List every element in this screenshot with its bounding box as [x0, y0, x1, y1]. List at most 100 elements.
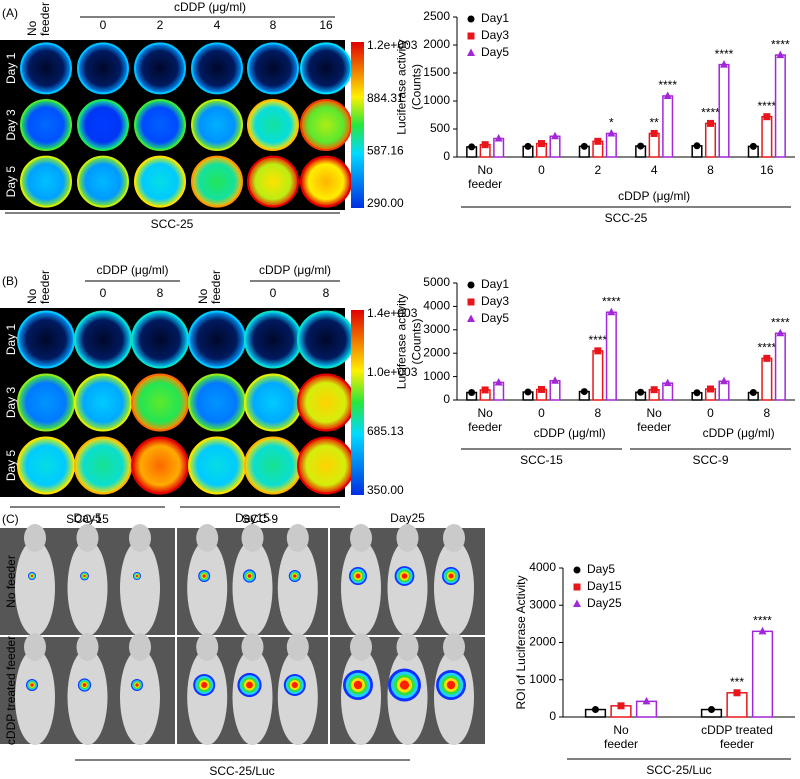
marker — [642, 696, 651, 705]
well — [247, 42, 299, 95]
signal — [401, 573, 408, 579]
group-label: SCC-9 — [692, 453, 728, 467]
marker — [607, 128, 616, 137]
marker — [720, 60, 729, 68]
significance-label: **** — [658, 78, 677, 92]
well — [74, 373, 132, 432]
marker — [594, 347, 602, 355]
y-tick-label: 2500 — [423, 9, 450, 23]
marker — [580, 388, 588, 396]
legend-label: Day25 — [587, 596, 622, 610]
y-tick-label: 0 — [549, 709, 556, 723]
well — [300, 155, 352, 208]
footer: SCC-25 — [151, 217, 194, 231]
column-label: Nofeeder — [25, 270, 52, 304]
well — [77, 155, 129, 208]
marker — [707, 385, 714, 393]
x-tick-label: 8 — [594, 406, 601, 420]
column-label: 0 — [100, 18, 107, 32]
mouse-head — [196, 633, 219, 661]
bar — [726, 692, 748, 718]
x-tick-label: No feeder — [604, 723, 638, 751]
well — [131, 310, 189, 369]
colorbar — [351, 42, 364, 208]
marker — [663, 378, 672, 387]
significance-label: ** — [649, 116, 659, 130]
well — [191, 155, 243, 208]
y-tick-label: 1000 — [423, 369, 450, 383]
row-label: Day 5 — [4, 450, 18, 482]
signal — [30, 574, 34, 578]
row-label: Day 3 — [4, 387, 18, 419]
well — [188, 373, 246, 432]
marker — [538, 140, 545, 148]
well — [74, 436, 132, 495]
group-label: SCC-25/Luc — [646, 763, 711, 777]
marker — [481, 141, 489, 149]
legend-label: Day5 — [481, 45, 509, 59]
marker — [758, 626, 767, 635]
mouse-body — [15, 540, 55, 636]
legend-label: Day3 — [481, 294, 509, 308]
well — [17, 310, 75, 369]
well — [297, 310, 355, 369]
signal — [291, 681, 298, 689]
well — [134, 99, 186, 151]
group-label: cDDP (μg/ml) — [534, 426, 606, 440]
bar — [751, 630, 774, 718]
marker — [763, 113, 771, 121]
y-tick-label: 3000 — [423, 322, 450, 336]
marker — [650, 129, 658, 137]
footer: SCC-15 — [66, 512, 109, 526]
signal — [247, 574, 252, 578]
well — [77, 99, 129, 151]
footer: SCC-25/Luc — [209, 764, 274, 778]
signal — [82, 683, 87, 687]
mouse-body — [67, 540, 108, 636]
column-label: Day15 — [235, 511, 270, 525]
column-label: 8 — [323, 286, 330, 300]
significance-label: **** — [715, 47, 734, 61]
panel-label: (B) — [2, 274, 18, 288]
marker — [524, 388, 532, 396]
signal — [202, 574, 206, 578]
legend-label: Day1 — [481, 11, 509, 25]
footer: SCC-9 — [242, 512, 278, 526]
mouse-head — [241, 524, 264, 552]
signal — [201, 681, 208, 689]
well — [188, 436, 246, 495]
significance-label: **** — [701, 106, 720, 120]
well — [134, 155, 186, 208]
x-tick-label: cDDP treated feeder — [701, 723, 773, 751]
legend-label: Day5 — [587, 562, 615, 576]
marker — [707, 706, 715, 714]
marker — [481, 386, 489, 394]
y-tick-label: 1500 — [423, 65, 450, 79]
bar — [549, 135, 561, 158]
mouse-head — [129, 633, 151, 661]
colorbar-label: 1.2e+003 — [367, 38, 418, 52]
marker — [467, 15, 475, 23]
colorbar-label: 587.16 — [367, 144, 404, 158]
marker — [468, 389, 476, 397]
x-tick-label: No feeder — [468, 163, 502, 191]
well — [191, 42, 243, 95]
mouse-head — [286, 633, 309, 661]
well — [20, 155, 72, 208]
significance-label: **** — [602, 294, 621, 308]
colorbar-label: 1.4e+003 — [367, 306, 418, 320]
header: cDDP (μg/ml) — [96, 263, 168, 277]
significance-label: **** — [757, 341, 776, 355]
well — [300, 99, 352, 151]
x-tick-label: 16 — [760, 163, 774, 177]
column-label: 4 — [214, 18, 221, 32]
y-tick-label: 1000 — [423, 93, 450, 107]
marker — [591, 706, 599, 714]
mouse-body — [277, 540, 318, 636]
well — [297, 436, 355, 495]
row-label: No feeder — [4, 555, 18, 608]
significance-label: *** — [730, 675, 744, 689]
marker — [467, 281, 475, 289]
x-tick-label: No feeder — [468, 406, 502, 434]
mouse-body — [277, 649, 318, 745]
